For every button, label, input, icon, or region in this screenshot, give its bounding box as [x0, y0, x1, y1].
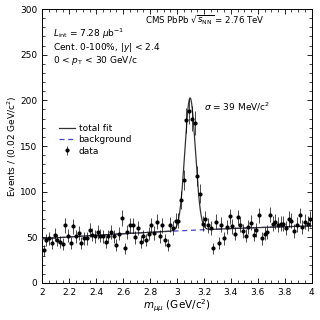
Text: $\sigma$ = 39 MeV/c$^2$: $\sigma$ = 39 MeV/c$^2$: [204, 101, 270, 113]
Text: Cent. 0-100%, $|y|$ < 2.4: Cent. 0-100%, $|y|$ < 2.4: [53, 41, 161, 53]
Legend: total fit, background, data: total fit, background, data: [58, 123, 133, 156]
background: [302, 224, 306, 228]
total fit: [302, 224, 306, 228]
total fit: [41, 237, 44, 241]
total fit: [164, 229, 168, 233]
Y-axis label: Events / (0.02 GeV/c$^2$): Events / (0.02 GeV/c$^2$): [5, 95, 19, 197]
Text: $L_{\rm int}$ = 7.28 $\mu$b$^{-1}$: $L_{\rm int}$ = 7.28 $\mu$b$^{-1}$: [53, 27, 125, 41]
background: [252, 226, 256, 230]
Line: total fit: total fit: [43, 98, 312, 239]
total fit: [252, 226, 256, 230]
Text: CMS PbPb $\sqrt{s_{\rm NN}}$ = 2.76 TeV: CMS PbPb $\sqrt{s_{\rm NN}}$ = 2.76 TeV: [145, 13, 264, 26]
Text: 0 < $p_{\rm T}$ < 30 GeV/c: 0 < $p_{\rm T}$ < 30 GeV/c: [53, 54, 138, 67]
background: [310, 224, 314, 228]
background: [164, 229, 168, 233]
total fit: [310, 224, 314, 228]
background: [172, 229, 175, 233]
total fit: [172, 228, 175, 232]
background: [302, 224, 306, 228]
X-axis label: $m_{\mu\mu}$ (GeV/c$^2$): $m_{\mu\mu}$ (GeV/c$^2$): [143, 298, 211, 315]
total fit: [302, 224, 306, 228]
background: [54, 236, 58, 240]
Line: background: background: [43, 226, 312, 239]
total fit: [54, 236, 58, 240]
background: [41, 237, 44, 241]
total fit: [188, 96, 192, 100]
